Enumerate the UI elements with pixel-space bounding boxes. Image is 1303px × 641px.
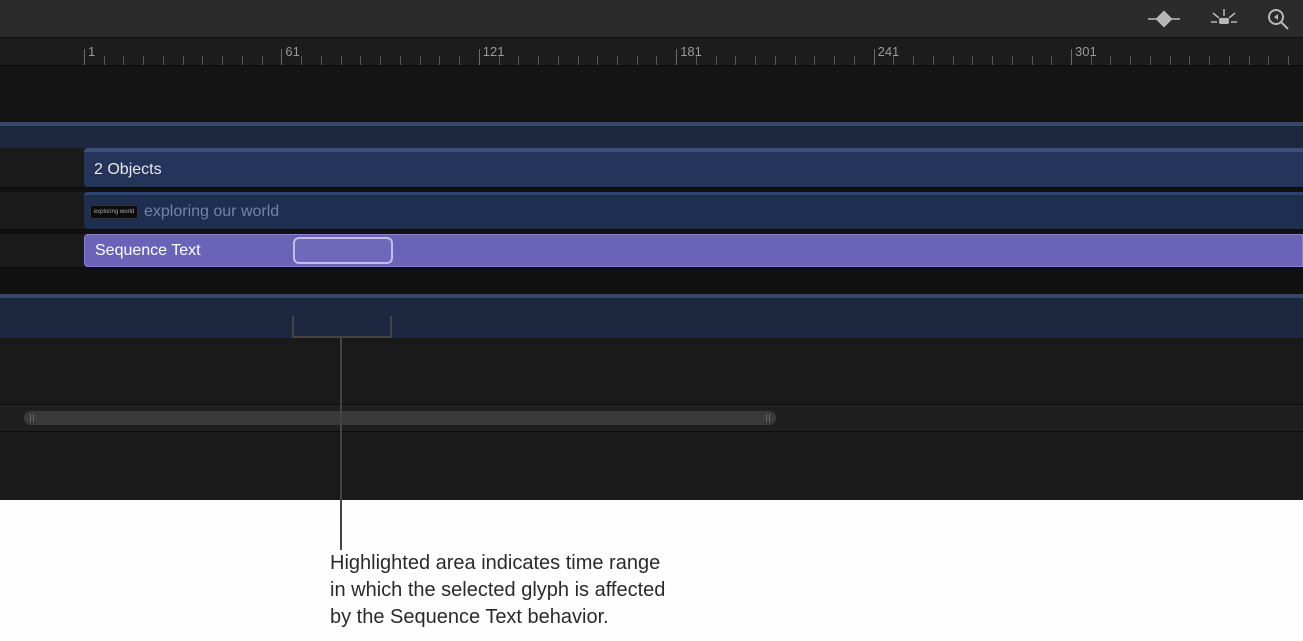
snapping-icon[interactable] [1209, 9, 1239, 29]
keyframe-tool-icon[interactable] [1147, 10, 1181, 28]
track-spacer [0, 268, 1303, 294]
text-clip-title: exploring our world [144, 203, 279, 221]
timeline-toolbar [0, 0, 1303, 38]
timeline-tracks: 2 Objects exploring world exploring our … [0, 66, 1303, 432]
track-spacer [0, 66, 1303, 122]
group-strip-top [0, 122, 1303, 148]
text-clip-track[interactable]: exploring world exploring our world [0, 192, 1303, 230]
h-scroll-thumb[interactable] [24, 411, 776, 425]
zoom-search-icon[interactable] [1267, 8, 1289, 30]
behavior-track[interactable]: Sequence Text [0, 234, 1303, 268]
timeline-ruler[interactable]: 161121181241301 [0, 38, 1303, 66]
group-strip-bottom [0, 294, 1303, 338]
timeline-h-scrollbar[interactable] [0, 404, 1303, 432]
group-label: 2 Objects [84, 161, 162, 179]
callout-bracket [292, 316, 392, 338]
track-spacer [0, 338, 1303, 404]
group-track[interactable]: 2 Objects [0, 148, 1303, 188]
glyph-time-range-highlight[interactable] [293, 237, 393, 264]
text-clip-thumbnail: exploring world [90, 205, 138, 219]
callout-caption: Highlighted area indicates time rangein … [330, 550, 665, 631]
behavior-label: Sequence Text [85, 242, 201, 260]
callout-leader-line [340, 338, 342, 550]
